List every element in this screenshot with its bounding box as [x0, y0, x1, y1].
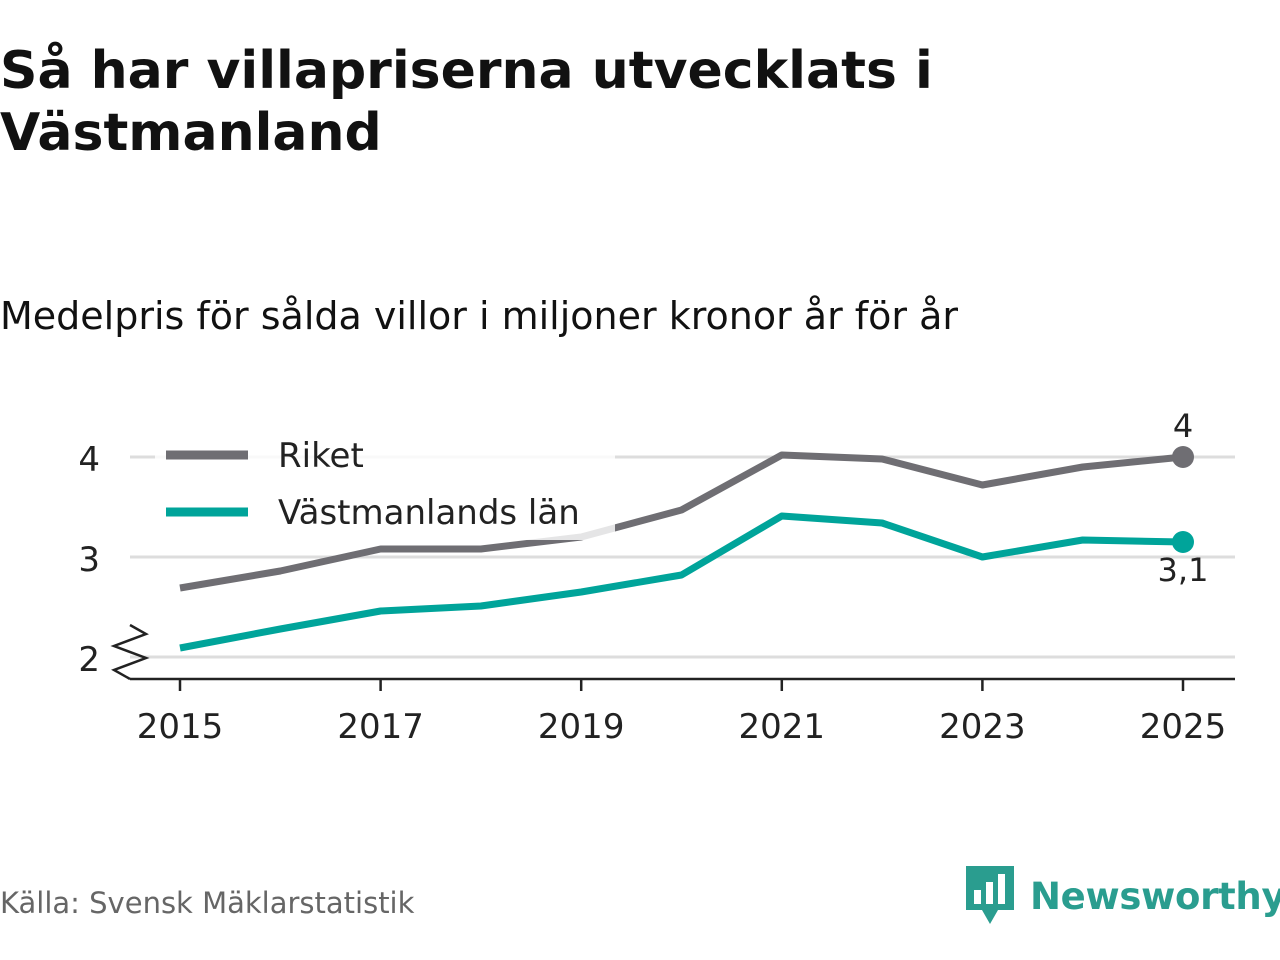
end-point-riket [1172, 446, 1194, 468]
source-note: Källa: Svensk Mäklarstatistik [0, 886, 415, 920]
y-tick-label: 3 [78, 540, 100, 580]
brand-logo: Newsworthy [966, 866, 1280, 926]
end-label-riket: 4 [1173, 407, 1193, 445]
chart-subtitle: Medelpris för sålda villor i miljoner kr… [0, 294, 959, 338]
x-tick-label: 2015 [137, 707, 224, 747]
series-line-riket [179, 451, 1184, 592]
newsworthy-logo-icon [966, 866, 1014, 924]
legend-label-vastmanland: Västmanlands län [278, 493, 580, 533]
x-tick-label: 2021 [739, 707, 826, 747]
end-point-vastmanland [1172, 531, 1194, 553]
x-tick-label: 2019 [538, 707, 625, 747]
brand-name: Newsworthy [1030, 874, 1280, 918]
series-line-vastmanland [179, 512, 1184, 652]
x-tick-label: 2025 [1140, 707, 1227, 747]
x-tick-label: 2023 [939, 707, 1026, 747]
y-tick-label: 2 [78, 640, 100, 680]
legend-background [155, 430, 615, 540]
end-label-vastmanland: 3,1 [1158, 551, 1209, 589]
axis-break-icon [110, 623, 150, 681]
y-tick-label: 4 [78, 440, 100, 480]
legend-label-riket: Riket [278, 436, 364, 476]
chart-title: Så har villapriserna utvecklats i Västma… [0, 41, 933, 163]
x-tick-label: 2017 [337, 707, 424, 747]
